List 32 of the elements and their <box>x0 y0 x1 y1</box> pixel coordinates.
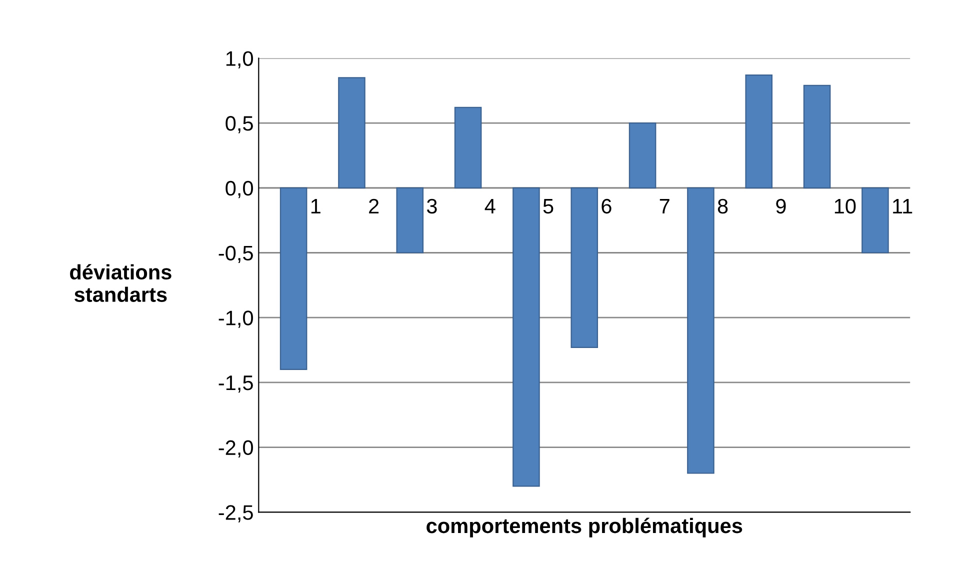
y-tick-label: -2,0 <box>218 440 253 458</box>
bar <box>628 122 656 188</box>
x-tick-label: 9 <box>776 198 786 214</box>
x-tick-label: 6 <box>602 198 612 214</box>
x-tick-label: 8 <box>718 198 728 214</box>
y-tick-label: 0,5 <box>226 116 253 134</box>
y-tick-label: -0,5 <box>218 246 253 263</box>
x-tick-label: 10 <box>834 198 856 214</box>
x-tick-label: 7 <box>660 199 670 214</box>
x-tick-label: 3 <box>426 198 437 214</box>
x-tick-label: 4 <box>484 199 496 214</box>
x-tick-label: 2 <box>369 198 379 214</box>
bar <box>745 74 773 188</box>
x-tick-label: 11 <box>893 199 912 214</box>
x-axis-title: comportements problématiques <box>426 518 742 538</box>
y-tick-label: 1,0 <box>226 51 253 68</box>
bar <box>862 187 889 254</box>
x-tick-label: 5 <box>543 199 554 214</box>
bar <box>338 77 366 188</box>
bar <box>454 106 482 188</box>
bar <box>687 187 714 474</box>
y-tick-label: 0,0 <box>226 180 253 198</box>
y-axis-title: déviations standarts <box>70 264 172 302</box>
bar <box>512 187 540 487</box>
bar <box>570 187 598 348</box>
bar <box>803 84 831 188</box>
y-tick-label: -1,5 <box>218 376 253 393</box>
bar <box>280 187 308 370</box>
x-tick-label: 1 <box>311 199 320 214</box>
y-tick-label: -1,0 <box>218 310 253 328</box>
bar <box>396 187 424 254</box>
y-tick-label: -2,5 <box>218 505 253 522</box>
